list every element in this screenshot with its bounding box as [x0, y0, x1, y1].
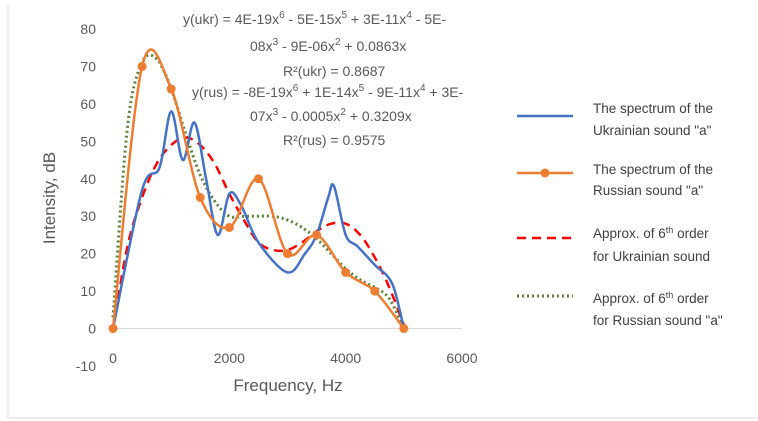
y-tick-label: 40 [80, 171, 96, 187]
y-axis-title: Intensity, dB [40, 152, 59, 244]
data-point-rus-spectrum [341, 267, 351, 277]
y-tick-label: 70 [80, 58, 96, 74]
legend-item-rus-approx: Approx. of 6th order for Russian sound "… [517, 290, 723, 328]
legend: The spectrum of the Ukrainian sound "a" … [517, 101, 723, 328]
y-tick-label: 50 [80, 133, 96, 149]
equation-annotations: y(ukr) = 4E-19x6 - 5E-15x5 + 3E-11x4 - 5… [183, 10, 464, 148]
data-point-rus-spectrum [137, 61, 147, 71]
ukr-r-squared: R²(ukr) = 0.8687 [283, 63, 386, 79]
rus-r-squared: R²(rus) = 0.9575 [283, 132, 386, 148]
data-point-rus-spectrum [283, 249, 292, 259]
data-point-rus-spectrum [253, 174, 263, 184]
data-point-rus-spectrum [166, 84, 176, 94]
series-line-ukr-approx [111, 136, 405, 329]
legend-item-ukr-approx: Approx. of 6th order for Ukrainian sound [517, 225, 710, 264]
y-tick-label: -10 [76, 358, 96, 374]
y-tick-label: 30 [80, 208, 96, 224]
legend-label-ukr-spectrum-2: Ukrainian sound "a" [593, 123, 712, 138]
ukr-equation-line2: 08x3 - 9E-06x2 + 0.0863x [250, 37, 406, 54]
legend-item-rus-spectrum: The spectrum of the Russian sound "a" [517, 162, 713, 198]
y-tick-label: 80 [80, 21, 96, 37]
series-layer [108, 48, 409, 334]
x-tick-label: 0 [109, 350, 117, 366]
y-tick-label: 20 [80, 246, 96, 262]
legend-label-ukr-spectrum-1: The spectrum of the [593, 101, 713, 116]
x-tick-label: 2000 [214, 350, 245, 366]
legend-label-ukr-approx-2: for Ukrainian sound [593, 249, 710, 264]
y-tick-label: 60 [80, 96, 96, 112]
legend-item-ukr-spectrum: The spectrum of the Ukrainian sound "a" [517, 101, 713, 138]
y-tick-label: 0 [88, 321, 96, 337]
data-point-rus-spectrum [108, 324, 118, 334]
axes: -10 0 10 20 30 40 50 60 70 80 0 2000 4000 6000 [76, 21, 478, 374]
legend-marker-rus-spectrum [540, 168, 550, 178]
x-axis-title: Frequency, Hz [233, 376, 342, 395]
legend-label-ukr-approx-1: Approx. of 6th order [593, 225, 709, 241]
rus-equation-line1: y(rus) = -8E-19x6 + 1E-14x5 - 9E-11x4 + … [192, 83, 464, 100]
data-point-rus-spectrum [399, 324, 409, 334]
data-point-rus-spectrum [312, 230, 322, 240]
legend-label-rus-spectrum-2: Russian sound "a" [593, 183, 703, 198]
data-point-rus-spectrum [370, 286, 380, 296]
data-point-rus-spectrum [195, 193, 205, 202]
legend-label-rus-approx-1: Approx. of 6th order [593, 290, 709, 306]
legend-label-rus-approx-2: for Russian sound "a" [593, 313, 723, 328]
data-point-rus-spectrum [224, 222, 234, 232]
x-tick-label: 4000 [330, 350, 361, 366]
y-tick-label: 10 [80, 283, 96, 299]
series-line-rus-approx [111, 53, 406, 330]
ukr-equation-line1: y(ukr) = 4E-19x6 - 5E-15x5 + 3E-11x4 - 5… [183, 10, 446, 27]
series-line-ukr-spectrum [111, 110, 406, 329]
legend-label-rus-spectrum-1: The spectrum of the [593, 162, 713, 177]
x-tick-label: 6000 [446, 350, 477, 366]
rus-equation-line2: 07x3 - 0.0005x2 + 0.3209x [250, 107, 412, 124]
